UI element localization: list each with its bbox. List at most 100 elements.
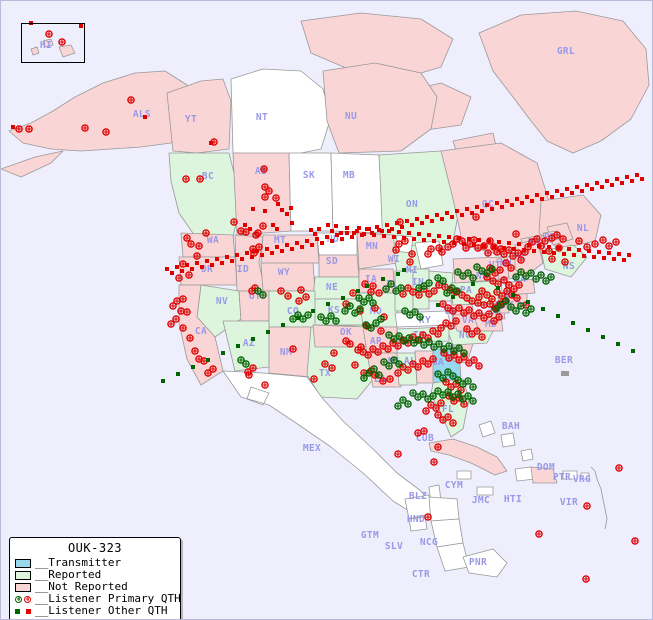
listener-other-qth-marker — [432, 239, 436, 243]
listener-primary-qth-marker — [455, 344, 463, 352]
listener-other-qth-marker — [285, 243, 289, 247]
listener-other-qth-marker — [263, 209, 267, 213]
listener-other-qth-marker — [195, 261, 199, 265]
legend-icon-other-qth — [15, 607, 31, 616]
listener-primary-qth-marker — [230, 218, 238, 226]
listener-primary-qth-marker — [404, 400, 412, 408]
listener-other-qth-marker — [270, 251, 274, 255]
listener-other-qth-marker — [511, 293, 515, 297]
region-JMC — [476, 486, 494, 496]
listener-other-qth-marker — [586, 328, 590, 332]
listener-primary-qth-marker — [429, 327, 437, 335]
listener-primary-qth-marker — [297, 286, 305, 294]
listener-primary-qth-marker — [517, 302, 525, 310]
listener-primary-qth-marker — [289, 315, 297, 323]
listener-primary-qth-marker — [553, 231, 561, 239]
listener-other-qth-marker — [417, 232, 421, 236]
region-label-HI: HI — [40, 40, 52, 51]
listener-primary-qth-marker — [392, 246, 400, 254]
region-label-VA: VA — [462, 315, 474, 326]
region-label-NY: NY — [476, 271, 488, 282]
listener-other-qth-marker — [200, 265, 204, 269]
listener-other-qth-marker — [490, 207, 494, 211]
listener-other-qth-marker — [582, 254, 586, 258]
listener-other-qth-marker — [325, 235, 329, 239]
listener-other-qth-marker — [580, 189, 584, 193]
listener-primary-qth-marker — [310, 375, 318, 383]
listener-primary-qth-marker — [465, 306, 473, 314]
listener-other-qth-marker — [517, 242, 521, 246]
listener-other-qth-marker — [165, 267, 169, 271]
region-label-TN: TN — [413, 330, 425, 341]
listener-other-qth-marker — [365, 284, 369, 288]
region-label-VRG: VRG — [573, 474, 591, 485]
listener-primary-qth-marker — [317, 313, 325, 321]
listener-primary-qth-marker — [409, 389, 417, 397]
listener-primary-qth-marker — [362, 321, 370, 329]
listener-other-qth-marker — [402, 268, 406, 272]
listener-other-qth-marker — [530, 199, 534, 203]
listener-other-qth-marker — [526, 300, 530, 304]
listener-other-qth-marker — [209, 141, 213, 145]
listener-other-qth-marker — [236, 344, 240, 348]
listener-other-qth-marker — [315, 237, 319, 241]
listener-other-qth-marker — [500, 205, 504, 209]
region-label-CT: CT — [509, 300, 521, 311]
listener-primary-qth-marker — [342, 300, 350, 308]
listener-other-qth-marker — [330, 229, 334, 233]
listener-other-qth-marker — [562, 252, 566, 256]
listener-other-qth-marker — [535, 193, 539, 197]
listener-primary-qth-marker — [102, 128, 110, 136]
listener-other-qth-marker — [450, 215, 454, 219]
listener-primary-qth-marker — [277, 287, 285, 295]
listener-primary-qth-marker — [304, 311, 312, 319]
listener-primary-qth-marker — [365, 369, 373, 377]
listener-other-qth-marker — [537, 244, 541, 248]
listener-primary-qth-marker — [406, 258, 414, 266]
listener-primary-qth-marker — [392, 287, 400, 295]
listener-primary-qth-marker — [478, 287, 486, 295]
listener-other-qth-marker — [635, 173, 639, 177]
listener-other-qth-marker — [235, 253, 239, 257]
listener-other-qth-marker — [271, 223, 275, 227]
listener-other-qth-marker — [470, 211, 474, 215]
listener-other-qth-marker — [590, 187, 594, 191]
listener-other-qth-marker — [407, 231, 411, 235]
listener-other-qth-marker — [525, 195, 529, 199]
listener-other-qth-marker — [622, 258, 626, 262]
listener-other-qth-marker — [620, 181, 624, 185]
region-label-KS: KS — [328, 305, 340, 316]
listener-primary-qth-marker — [81, 124, 89, 132]
listener-primary-qth-marker — [365, 294, 373, 302]
region-CUB — [428, 438, 508, 476]
legend-row-reported: __Reported — [14, 569, 176, 581]
circle-plus-green-icon — [15, 595, 22, 603]
listener-primary-qth-marker — [330, 349, 338, 357]
listener-primary-qth-marker — [583, 502, 591, 510]
region-label-OR: OR — [201, 264, 213, 275]
region-PTR — [562, 470, 578, 480]
listener-primary-qth-marker — [561, 258, 569, 266]
listener-primary-qth-marker — [179, 295, 187, 303]
listener-other-qth-marker — [445, 211, 449, 215]
listener-primary-qth-marker — [191, 347, 199, 355]
listener-primary-qth-marker — [415, 284, 423, 292]
listener-other-qth-marker — [295, 241, 299, 245]
listener-other-qth-marker — [475, 205, 479, 209]
listener-primary-qth-marker — [169, 302, 177, 310]
listener-primary-qth-marker — [272, 194, 280, 202]
listener-other-qth-marker — [412, 237, 416, 241]
listener-other-qth-marker — [455, 209, 459, 213]
listener-primary-qth-marker — [386, 375, 394, 383]
region-label-MD: MD — [485, 319, 497, 330]
listener-primary-qth-marker — [445, 342, 453, 350]
region-label-MT: MT — [274, 235, 286, 246]
listener-other-qth-marker — [281, 323, 285, 327]
listener-other-qth-marker — [260, 253, 264, 257]
listener-primary-qth-marker — [454, 268, 462, 276]
region-NU-islands — [300, 12, 500, 168]
listener-other-qth-marker — [185, 263, 189, 267]
listener-primary-qth-marker — [427, 401, 435, 409]
listener-other-qth-marker — [615, 177, 619, 181]
